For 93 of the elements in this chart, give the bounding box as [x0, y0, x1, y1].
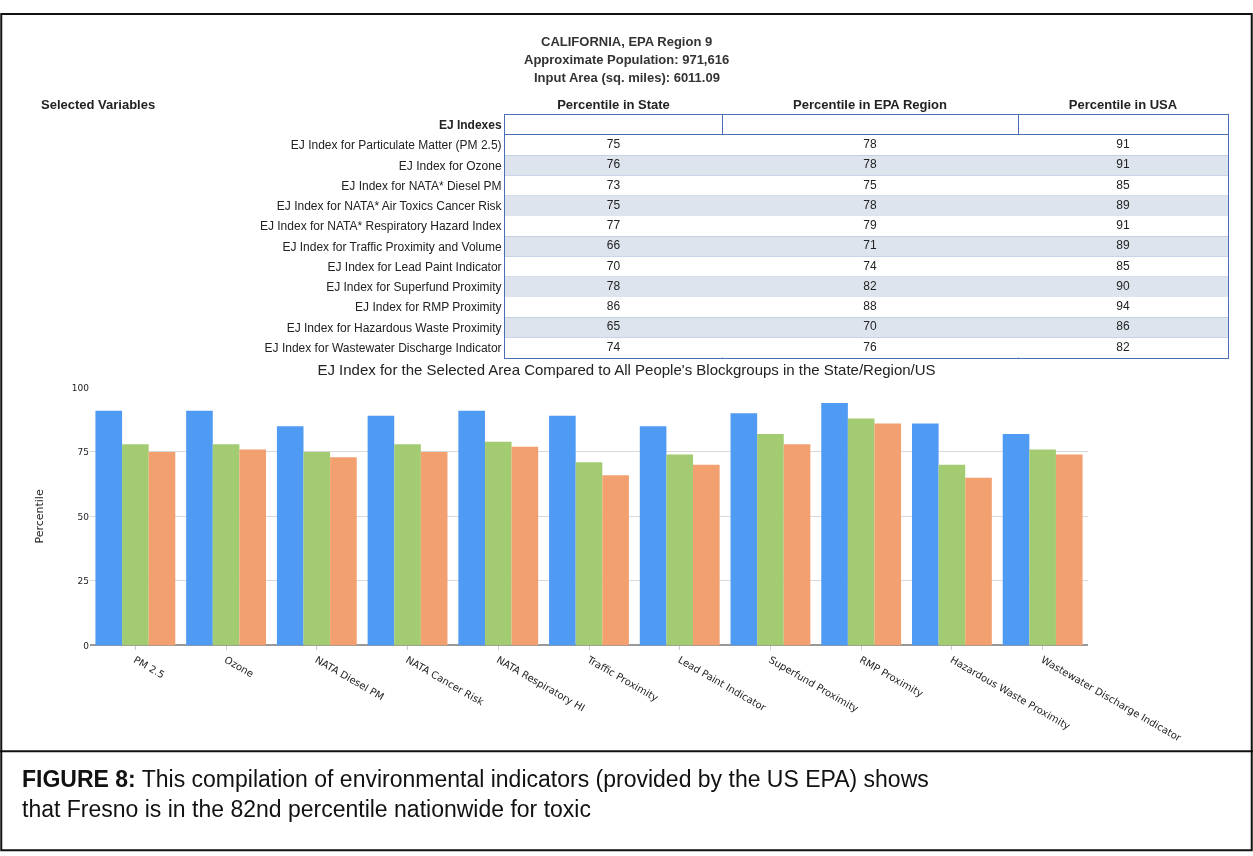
y-tick-label: EJ Index for Superfund Proximity	[326, 280, 502, 295]
bar	[911, 423, 939, 646]
data-label: 88	[863, 299, 877, 314]
bar	[148, 451, 176, 646]
y-tick-label: EJ Index for NATA* Air Toxics Cancer Risk	[276, 199, 503, 214]
bar	[639, 426, 667, 646]
data-label: 90	[1116, 278, 1130, 293]
data-label: 86	[606, 299, 621, 314]
bar	[575, 462, 603, 646]
bar	[783, 444, 811, 646]
y-tick-label: 100	[71, 382, 90, 393]
y-axis-title: Percentile	[33, 489, 47, 544]
bar	[874, 423, 902, 646]
data-label: 91	[1116, 157, 1130, 172]
data-label: 75	[606, 197, 621, 212]
bar	[938, 464, 966, 646]
data-label: 85	[1116, 258, 1130, 273]
bar	[666, 454, 694, 646]
data-label: 70	[863, 319, 877, 334]
bar	[730, 413, 758, 646]
x-tick-label: PM 2.5	[131, 653, 167, 681]
data-label: 74	[606, 339, 621, 354]
data-label: 76	[863, 339, 877, 354]
y-tick-label: EJ Index for Wastewater Discharge Indicator	[264, 340, 502, 355]
data-label: 71	[863, 238, 877, 253]
bar	[212, 444, 240, 646]
y-tick-label: EJ Index for Traffic Proximity and Volume	[282, 239, 502, 254]
y-tick-label: 0	[83, 640, 90, 651]
bar	[693, 464, 720, 646]
data-label: 78	[863, 157, 877, 172]
bar	[95, 410, 123, 646]
bar	[1002, 433, 1030, 646]
chart-title: CALIFORNIA, EPA Region 9	[541, 34, 713, 49]
data-label: 73	[606, 177, 621, 192]
bar	[1029, 449, 1056, 646]
x-tick-label: Percentile in USA	[1068, 96, 1178, 112]
data-label: 82	[1116, 339, 1130, 354]
bar	[847, 418, 875, 646]
bar	[303, 451, 331, 646]
y-tick-label: EJ Index for Lead Paint Indicator	[327, 259, 502, 274]
y-tick-label: EJ Index for Hazardous Waste Proximity	[286, 320, 502, 335]
y-tick-label: EJ Index for Ozone	[398, 158, 502, 173]
bar	[602, 475, 629, 646]
bar	[367, 415, 395, 646]
y-tick-label: 25	[77, 576, 89, 587]
y-tick-label: EJ Index for Particulate Matter (PM 2.5)	[290, 138, 502, 153]
chart-subtitle: Approximate Population: 971,616 Input Area (sq. miles): 6011.09	[524, 52, 730, 85]
data-label: 79	[863, 218, 877, 233]
bar	[239, 449, 267, 646]
bar	[330, 457, 357, 646]
data-label: 94	[1116, 299, 1130, 314]
data-label: 91	[1116, 137, 1130, 152]
data-label: 76	[606, 157, 621, 172]
y-tick-label: EJ Index for NATA* Diesel PM	[341, 178, 502, 193]
data-label: 85	[1116, 177, 1130, 192]
chart-title: EJ Index for the Selected Area Compared to All People's Blockgroups in the State/Region/US	[317, 361, 936, 379]
data-label: 91	[1116, 218, 1130, 233]
y-tick-label: 75	[77, 447, 89, 458]
bar	[1055, 454, 1083, 646]
data-label: 74	[863, 258, 877, 273]
x-tick-label: Percentile in State	[557, 96, 670, 112]
data-label: 75	[606, 137, 621, 152]
y-tick-label: EJ Indexes	[438, 118, 502, 133]
caption: FIGURE 8: This compilation of environmental indicators (provided by the US EPA) shows that Fresno is in the 82nd percentile nationwide for toxic	[22, 766, 929, 822]
bar	[276, 426, 304, 646]
data-label: 66	[606, 238, 621, 253]
data-label: 77	[606, 218, 621, 233]
bar	[394, 444, 421, 646]
bar	[757, 433, 784, 646]
bar	[965, 477, 992, 646]
data-label: 78	[863, 137, 877, 152]
bar	[420, 451, 448, 646]
data-label: 89	[1116, 197, 1130, 212]
data-label: 89	[1116, 238, 1130, 253]
bar	[549, 415, 576, 646]
data-label: 78	[606, 278, 621, 293]
bar	[511, 446, 539, 646]
y-tick-label: EJ Index for NATA* Respiratory Hazard Index	[259, 219, 502, 234]
data-label: 82	[863, 278, 877, 293]
y-axis-title: Selected Variables	[41, 97, 156, 112]
data-label: 65	[606, 319, 621, 334]
data-label: 78	[863, 197, 877, 212]
data-label: 86	[1116, 319, 1130, 334]
y-tick-label: EJ Index for RMP Proximity	[355, 300, 502, 315]
bar	[186, 410, 213, 646]
bar	[821, 402, 848, 646]
data-label: 75	[863, 177, 877, 192]
bar	[458, 410, 485, 646]
data-label: 70	[606, 258, 621, 273]
y-tick-label: 50	[77, 511, 90, 522]
x-tick-label: Percentile in EPA Region	[793, 96, 947, 112]
bar	[122, 444, 149, 646]
bar	[484, 441, 512, 646]
